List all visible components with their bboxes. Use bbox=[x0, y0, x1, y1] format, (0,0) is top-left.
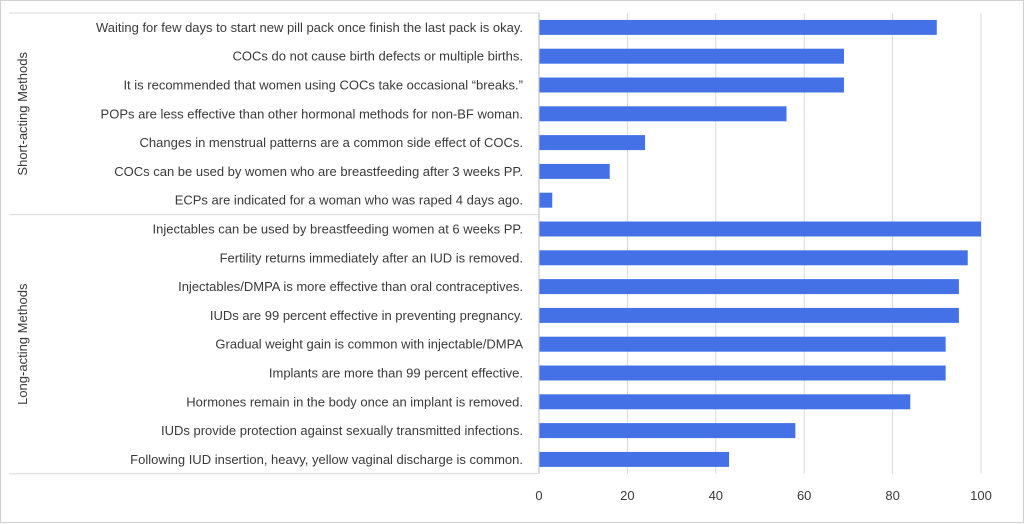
category-label: Injectables/DMPA is more effective than … bbox=[178, 279, 523, 294]
x-tick-label: 20 bbox=[620, 488, 634, 503]
category-label: It is recommended that women using COCs … bbox=[123, 78, 523, 93]
category-label: Following IUD insertion, heavy, yellow v… bbox=[130, 452, 523, 467]
bar bbox=[539, 221, 981, 237]
bar bbox=[539, 423, 796, 439]
x-tick-label: 100 bbox=[970, 488, 992, 503]
bar bbox=[539, 336, 946, 352]
bar bbox=[539, 163, 610, 179]
bar bbox=[539, 48, 844, 64]
bar bbox=[539, 250, 968, 266]
category-label: Fertility returns immediately after an I… bbox=[220, 250, 523, 265]
category-label: Gradual weight gain is common with injec… bbox=[215, 337, 523, 352]
group-label: Long-acting Methods bbox=[15, 283, 30, 405]
bar bbox=[539, 394, 911, 410]
category-label: Waiting for few days to start new pill p… bbox=[96, 20, 523, 35]
category-label: Hormones remain in the body once an impl… bbox=[186, 394, 523, 409]
bar bbox=[539, 135, 646, 151]
category-label: POPs are less effective than other hormo… bbox=[101, 106, 523, 121]
bar bbox=[539, 365, 946, 381]
category-label: IUDs are 99 percent effective in prevent… bbox=[210, 308, 523, 323]
group-label: Short-acting Methods bbox=[15, 52, 30, 176]
x-tick-label: 40 bbox=[709, 488, 723, 503]
x-tick-label: 60 bbox=[797, 488, 811, 503]
x-tick-label: 80 bbox=[885, 488, 899, 503]
category-label: COCs do not cause birth defects or multi… bbox=[233, 49, 523, 64]
category-label: ECPs are indicated for a woman who was r… bbox=[175, 193, 523, 208]
bar bbox=[539, 307, 959, 323]
x-tick-label: 0 bbox=[535, 488, 542, 503]
category-label: COCs can be used by women who are breast… bbox=[114, 164, 523, 179]
bar bbox=[539, 19, 937, 35]
bar bbox=[539, 106, 787, 122]
bar bbox=[539, 192, 553, 208]
category-label: Implants are more than 99 percent effect… bbox=[269, 366, 523, 381]
category-label: IUDs provide protection against sexually… bbox=[161, 423, 523, 438]
bar bbox=[539, 451, 730, 467]
category-label: Injectables can be used by breastfeeding… bbox=[153, 222, 524, 237]
bar bbox=[539, 279, 959, 295]
bar bbox=[539, 77, 844, 93]
category-label: Changes in menstrual patterns are a comm… bbox=[140, 135, 523, 150]
